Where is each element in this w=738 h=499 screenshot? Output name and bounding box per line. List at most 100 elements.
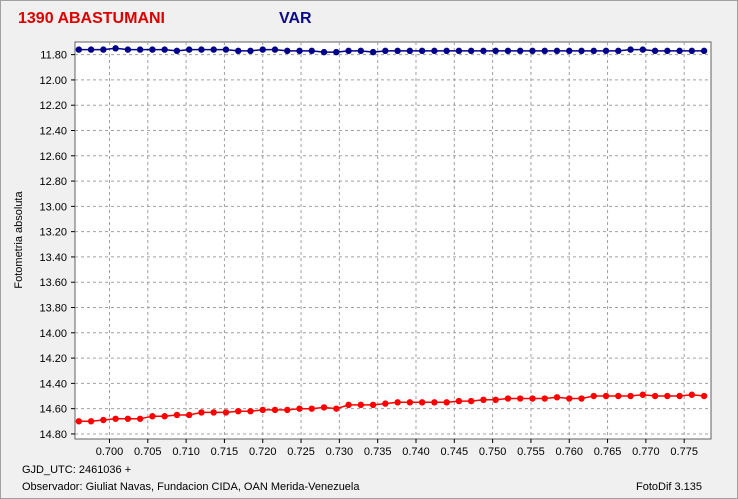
data-point xyxy=(271,46,279,53)
data-point xyxy=(296,47,303,55)
data-point xyxy=(394,47,401,55)
data-point xyxy=(676,392,683,400)
data-point xyxy=(136,46,144,53)
x-tick-label: 0.760 xyxy=(555,446,583,458)
series-variable xyxy=(75,45,708,56)
data-point xyxy=(124,415,132,422)
data-point xyxy=(394,399,401,406)
x-tick-label: 0.755 xyxy=(517,446,545,458)
y-tick-label: 13.20 xyxy=(39,227,67,239)
y-tick-label: 14.40 xyxy=(39,378,67,390)
x-tick-label: 0.720 xyxy=(249,446,277,458)
data-point xyxy=(173,411,181,419)
data-point xyxy=(247,407,254,415)
data-point xyxy=(676,47,683,55)
data-point xyxy=(578,395,585,402)
data-point xyxy=(615,392,622,400)
data-point xyxy=(651,47,659,55)
data-point xyxy=(247,47,254,55)
data-point xyxy=(517,395,524,402)
y-tick-label: 14.60 xyxy=(39,404,67,416)
x-tick-label: 0.710 xyxy=(172,446,200,458)
data-point xyxy=(259,46,266,53)
data-point xyxy=(602,392,610,400)
data-point xyxy=(100,46,107,53)
data-point xyxy=(627,392,634,400)
data-point xyxy=(320,48,328,56)
data-point xyxy=(455,47,463,55)
data-point xyxy=(504,395,512,402)
variable-title: VAR xyxy=(279,10,312,27)
data-point xyxy=(369,48,377,56)
data-point xyxy=(480,47,487,55)
series-line xyxy=(78,393,705,423)
x-tick-label: 0.725 xyxy=(287,446,315,458)
data-point xyxy=(210,46,217,53)
y-tick-label: 12.00 xyxy=(39,75,67,87)
data-point xyxy=(308,405,315,412)
series-line xyxy=(78,47,705,53)
data-point xyxy=(504,47,512,55)
y-tick-label: 13.40 xyxy=(39,252,67,264)
data-point xyxy=(369,401,377,409)
plot-area xyxy=(74,41,712,440)
data-point xyxy=(136,415,144,422)
data-point xyxy=(271,406,279,414)
data-point xyxy=(173,47,181,55)
data-point xyxy=(87,46,95,53)
data-point xyxy=(284,406,291,414)
data-point xyxy=(259,406,266,414)
y-tick-label: 12.80 xyxy=(39,176,67,188)
x-tick-label: 0.735 xyxy=(364,446,392,458)
data-point xyxy=(357,401,365,409)
data-point xyxy=(87,418,95,425)
data-point xyxy=(198,409,205,416)
data-point xyxy=(541,395,548,402)
x-tick-label: 0.750 xyxy=(479,446,507,458)
data-point xyxy=(431,399,438,406)
x-tick-label: 0.740 xyxy=(402,446,430,458)
x-tick-label: 0.770 xyxy=(632,446,660,458)
data-point xyxy=(688,391,696,398)
y-tick-label: 12.60 xyxy=(39,151,67,163)
x-axis: 0.700 0.705 0.710 0.715 0.720 0.725 0.730 0.735… xyxy=(96,439,698,458)
data-point xyxy=(578,47,585,55)
data-point xyxy=(149,46,156,53)
x-tick-label: 0.730 xyxy=(326,446,354,458)
data-point xyxy=(406,47,414,55)
data-point xyxy=(235,47,242,55)
data-point xyxy=(541,47,548,55)
x-tick-label: 0.775 xyxy=(670,446,698,458)
y-tick-label: 12.40 xyxy=(39,126,67,138)
data-point xyxy=(431,47,438,55)
data-point xyxy=(443,47,450,55)
data-point xyxy=(235,407,242,415)
data-point xyxy=(602,47,610,55)
data-point xyxy=(480,396,487,404)
data-point xyxy=(700,47,708,55)
data-point xyxy=(124,46,132,53)
data-point xyxy=(357,47,365,55)
data-point xyxy=(553,47,561,55)
data-point xyxy=(467,397,475,405)
y-tick-label: 14.00 xyxy=(39,328,67,340)
data-point xyxy=(529,395,536,402)
data-point xyxy=(320,404,328,411)
y-tick-label: 13.80 xyxy=(39,303,67,315)
comparison-star-title: 1390 ABASTUMANI xyxy=(18,10,165,27)
data-point xyxy=(161,413,168,420)
data-point xyxy=(382,400,389,407)
x-tick-label: 0.705 xyxy=(134,446,162,458)
data-point xyxy=(149,413,156,420)
data-point xyxy=(75,46,83,53)
data-point xyxy=(284,47,291,55)
data-point xyxy=(382,47,389,55)
data-point xyxy=(639,391,647,398)
y-tick-label: 13.60 xyxy=(39,277,67,289)
data-point xyxy=(566,395,573,402)
y-tick-label: 11.80 xyxy=(40,50,67,62)
data-point xyxy=(345,47,352,55)
data-point xyxy=(651,392,659,400)
gjd-label: GJD_UTC: 2461036 + xyxy=(22,464,132,476)
y-tick-label: 12.20 xyxy=(39,100,67,112)
